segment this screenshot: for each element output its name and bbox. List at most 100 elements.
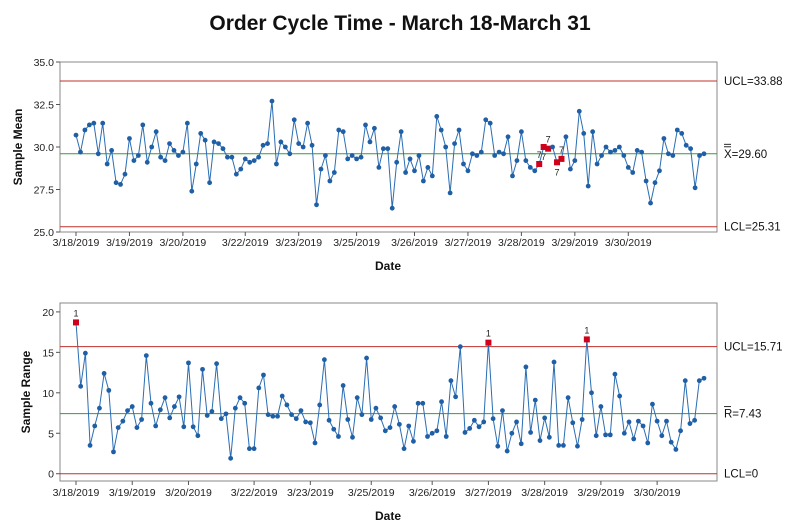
- range-data-point: [354, 395, 360, 401]
- xbar-data-point: [421, 178, 426, 184]
- range-data-point: [607, 432, 613, 438]
- xbar-data-point: [576, 108, 582, 114]
- range-data-point: [631, 436, 637, 442]
- xbar-data-point: [238, 166, 244, 172]
- xbar-data-point: [225, 154, 230, 160]
- xbar-flagged-point: [540, 144, 547, 150]
- range-data-point: [509, 430, 515, 436]
- xbar-data-point: [202, 137, 208, 143]
- xbar-data-point: [318, 166, 324, 172]
- range-data-point: [457, 344, 463, 350]
- xbar-data-point: [265, 141, 270, 147]
- xbar-chart-panel: Sample Mean Date 25.0 27.5 30.0 32.5 35.0 3/1…: [11, 57, 783, 273]
- range-data-point: [284, 402, 290, 408]
- xbar-data-point: [514, 158, 520, 164]
- xbar-data-point: [630, 170, 636, 175]
- xbar-x-tick-label: 3/22/2019: [222, 237, 269, 249]
- xbar-x-tick-label: 3/27/2019: [445, 237, 492, 249]
- xbar-data-point: [412, 168, 417, 174]
- range-data-point: [195, 433, 201, 439]
- range-data-point: [551, 359, 557, 365]
- xbar-data-point: [153, 129, 159, 135]
- range-data-point: [523, 364, 529, 370]
- xbar-data-point: [701, 151, 707, 157]
- range-data-point: [167, 415, 173, 421]
- range-x-tick-label: 3/23/2019: [287, 487, 334, 499]
- xbar-data-point: [314, 202, 319, 208]
- range-limit-lines: UCL=15.71 R=7.43 LCL=0: [60, 342, 783, 481]
- xbar-ticks: 25.0 27.5 30.0 32.5 35.0 3/18/2019 3/19/2019 3/…: [34, 57, 652, 249]
- xbar-data-point: [496, 149, 502, 155]
- range-data-point: [186, 360, 191, 366]
- range-data-point: [340, 383, 346, 388]
- xbar-data-point: [403, 170, 408, 175]
- range-data-point: [101, 370, 107, 376]
- xbar-data-point: [233, 171, 239, 177]
- range-data-point: [111, 449, 116, 455]
- xbar-data-point: [211, 139, 217, 145]
- xbar-data-point: [670, 153, 676, 158]
- range-x-tick-label: 3/20/2019: [165, 487, 212, 499]
- xbar-data-point: [692, 185, 698, 191]
- range-chart-panel: Sample Range Date 0 5 10 15 20 3/18/2019 3/19/…: [19, 302, 783, 523]
- xbar-data-point: [122, 171, 128, 177]
- range-data-point: [204, 413, 210, 418]
- xbar-data-point: [180, 149, 186, 155]
- range-data-point: [172, 404, 177, 409]
- range-data-point: [561, 443, 566, 448]
- range-data-point: [368, 417, 374, 422]
- range-data-point: [279, 393, 285, 399]
- range-data-point: [537, 438, 543, 443]
- xbar-data-point: [550, 144, 555, 150]
- xbar-data-point: [305, 120, 311, 126]
- xbar-data-point: [269, 98, 275, 104]
- xbar-data-point: [438, 127, 444, 133]
- range-data-point: [396, 421, 402, 427]
- xbar-data-point: [260, 142, 266, 148]
- range-data-point: [129, 404, 135, 409]
- range-flag-label: 1: [73, 308, 78, 318]
- range-data-point: [514, 419, 519, 425]
- range-data-point: [476, 424, 482, 430]
- xbar-data-point: [282, 144, 288, 150]
- range-y-tick-label: 10: [42, 388, 54, 400]
- range-data-point: [247, 446, 252, 452]
- xbar-data-point: [109, 148, 115, 153]
- range-data-point: [659, 433, 665, 439]
- range-x-axis-label: Date: [375, 509, 401, 523]
- xbar-data-point: [625, 165, 631, 170]
- range-data-point: [570, 420, 576, 426]
- range-data-point: [87, 443, 93, 448]
- range-data-point: [518, 441, 524, 447]
- range-data-point: [181, 424, 187, 430]
- xbar-data-point: [274, 161, 279, 167]
- range-data-point: [654, 418, 660, 424]
- range-data-point: [411, 438, 416, 444]
- range-data-point: [645, 440, 651, 446]
- xbar-data-point: [465, 168, 471, 174]
- range-flagged-point: [73, 319, 79, 326]
- xbar-data-point: [429, 173, 435, 179]
- range-data-point: [336, 434, 341, 439]
- chart-title: Order Cycle Time - March 18-March 31: [209, 12, 591, 35]
- range-data-point: [565, 395, 571, 401]
- xbar-y-tick-label: 27.5: [34, 185, 55, 197]
- range-data-point: [439, 399, 444, 405]
- range-data-point: [321, 357, 327, 363]
- range-data-point: [682, 378, 688, 384]
- range-data-point: [359, 412, 365, 418]
- xbar-data-point: [527, 165, 533, 170]
- range-x-tick-label: 3/27/2019: [465, 487, 512, 499]
- xbar-data-point: [510, 173, 515, 179]
- xbar-data-point: [456, 127, 462, 133]
- range-cl-label: R=7.43: [724, 409, 761, 421]
- range-data-point: [575, 443, 580, 449]
- xbar-data-point: [416, 153, 422, 158]
- xbar-ucl-label: UCL=33.88: [724, 76, 783, 88]
- range-data-point: [579, 417, 585, 422]
- xbar-data-point: [518, 129, 524, 135]
- range-data-point: [214, 361, 219, 367]
- range-data-point: [153, 423, 159, 429]
- xbar-flagged-point: [554, 159, 561, 166]
